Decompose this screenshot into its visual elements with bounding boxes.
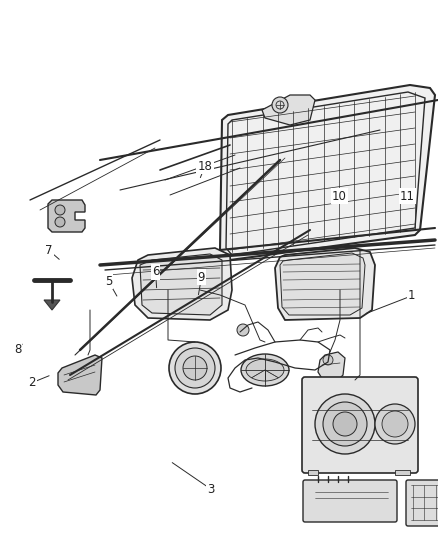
Text: 6: 6 <box>152 265 159 278</box>
Text: 7: 7 <box>45 244 53 257</box>
Circle shape <box>333 412 357 436</box>
Text: 1: 1 <box>408 289 416 302</box>
Circle shape <box>55 217 65 227</box>
Ellipse shape <box>241 354 289 386</box>
Text: 3: 3 <box>208 483 215 496</box>
Circle shape <box>323 402 367 446</box>
Circle shape <box>375 404 415 444</box>
Text: 9: 9 <box>198 271 205 284</box>
Circle shape <box>55 205 65 215</box>
Polygon shape <box>395 470 410 475</box>
Circle shape <box>382 411 408 437</box>
Circle shape <box>175 348 215 388</box>
Text: 8: 8 <box>14 343 21 356</box>
FancyBboxPatch shape <box>406 480 438 526</box>
Text: 2: 2 <box>28 376 36 389</box>
Polygon shape <box>132 248 232 320</box>
Polygon shape <box>44 300 60 310</box>
Text: 10: 10 <box>332 190 347 203</box>
Text: 11: 11 <box>400 190 415 203</box>
Circle shape <box>183 356 207 380</box>
Circle shape <box>237 324 249 336</box>
Polygon shape <box>140 254 222 315</box>
Text: 5: 5 <box>105 275 112 288</box>
Polygon shape <box>318 352 345 382</box>
Ellipse shape <box>246 359 284 381</box>
Text: 18: 18 <box>198 160 212 173</box>
Polygon shape <box>220 85 435 260</box>
Circle shape <box>315 394 375 454</box>
FancyBboxPatch shape <box>303 480 397 522</box>
Polygon shape <box>58 355 102 395</box>
Polygon shape <box>308 470 318 475</box>
Polygon shape <box>262 95 315 125</box>
Polygon shape <box>48 200 85 232</box>
Polygon shape <box>275 248 375 320</box>
Circle shape <box>323 355 333 365</box>
Circle shape <box>272 97 288 113</box>
Circle shape <box>169 342 221 394</box>
FancyBboxPatch shape <box>302 377 418 473</box>
Polygon shape <box>280 253 365 315</box>
